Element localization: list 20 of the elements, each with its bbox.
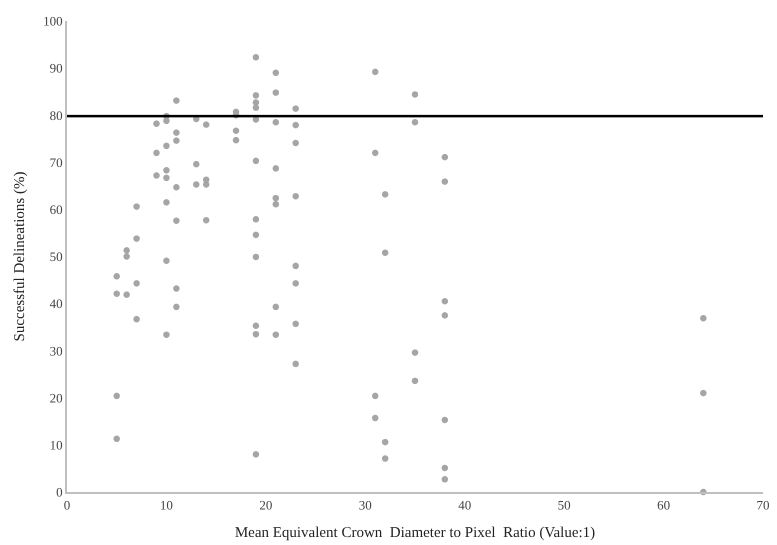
x-tick-label: 40 (458, 497, 472, 512)
y-tick-label: 40 (50, 296, 63, 312)
x-tick-label: 60 (657, 497, 670, 512)
y-tick-label: 30 (50, 343, 63, 358)
x-tick-label: 20 (259, 497, 272, 512)
x-axis-title: Mean Equivalent Crown Diameter to Pixel Ratio (Value:1) (234, 524, 596, 541)
y-tick-label: 100 (43, 14, 63, 29)
y-axis-title: Successful Delineations (%) (12, 172, 28, 342)
y-tick-label: 0 (56, 484, 63, 500)
x-tick-label: 70 (756, 497, 770, 512)
y-tick-label: 20 (50, 390, 63, 406)
y-tick-label: 10 (50, 437, 63, 452)
y-tick-label: 70 (50, 154, 63, 170)
y-tick-label: 80 (50, 108, 63, 123)
x-tick-label: 30 (358, 497, 372, 512)
x-tick-label: 50 (558, 497, 571, 512)
x-tick-label: 10 (160, 497, 173, 512)
y-tick-label: 60 (50, 202, 63, 217)
y-tick-label: 50 (50, 249, 63, 264)
y-tick-label: 90 (50, 60, 63, 76)
